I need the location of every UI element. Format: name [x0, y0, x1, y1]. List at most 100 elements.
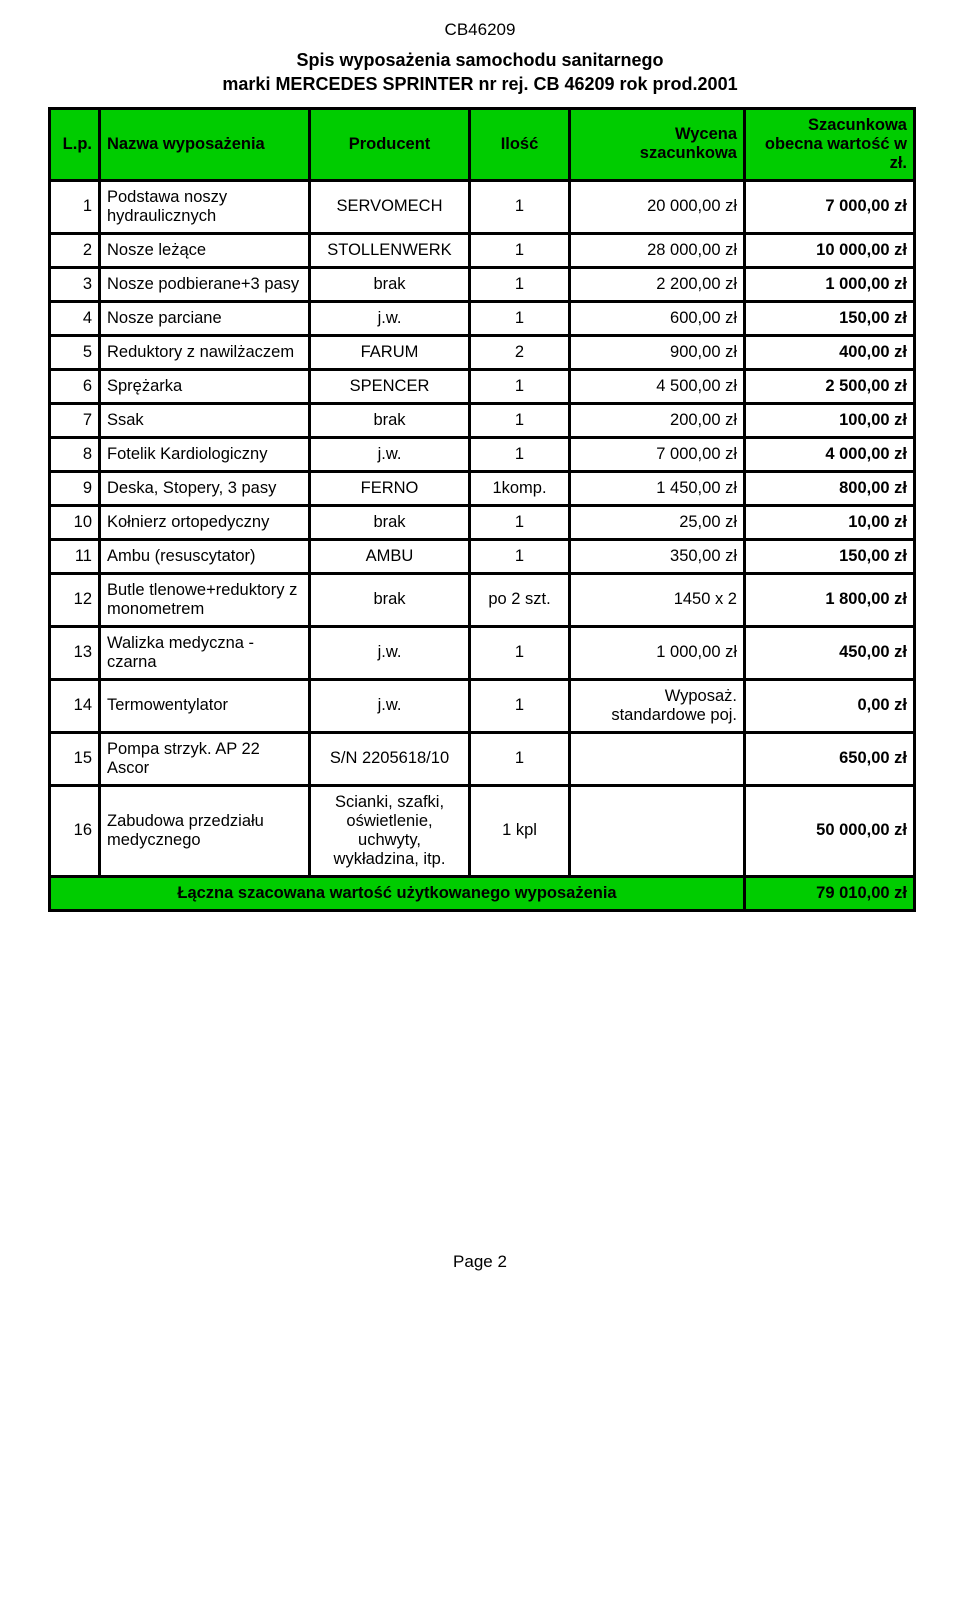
cell-valuation: 900,00 zł	[570, 335, 745, 369]
page-footer: Page 2	[48, 1252, 912, 1272]
table-row: 15Pompa strzyk. AP 22 AscorS/N 2205618/1…	[50, 732, 915, 785]
cell-lp: 5	[50, 335, 100, 369]
cell-valuation: 200,00 zł	[570, 403, 745, 437]
cell-lp: 3	[50, 267, 100, 301]
table-row: 6SprężarkaSPENCER14 500,00 zł2 500,00 zł	[50, 369, 915, 403]
cell-producer: j.w.	[310, 679, 470, 732]
cell-qty: 1	[470, 539, 570, 573]
cell-valuation: 600,00 zł	[570, 301, 745, 335]
table-row: 1Podstawa noszy hydraulicznychSERVOMECH1…	[50, 180, 915, 233]
cell-qty: 1	[470, 403, 570, 437]
table-row: 2Nosze leżąceSTOLLENWERK128 000,00 zł10 …	[50, 233, 915, 267]
cell-lp: 8	[50, 437, 100, 471]
cell-producer: SERVOMECH	[310, 180, 470, 233]
cell-name: Fotelik Kardiologiczny	[100, 437, 310, 471]
cell-valuation: 1450 x 2	[570, 573, 745, 626]
table-row: 11Ambu (resuscytator)AMBU1350,00 zł150,0…	[50, 539, 915, 573]
cell-estimate: 100,00 zł	[745, 403, 915, 437]
cell-estimate: 4 000,00 zł	[745, 437, 915, 471]
cell-name: Nosze parciane	[100, 301, 310, 335]
table-row: 12Butle tlenowe+reduktory z monometrembr…	[50, 573, 915, 626]
cell-name: Ssak	[100, 403, 310, 437]
page-title: Spis wyposażenia samochodu sanitarnego m…	[48, 48, 912, 97]
cell-lp: 7	[50, 403, 100, 437]
table-body: 1Podstawa noszy hydraulicznychSERVOMECH1…	[50, 180, 915, 876]
cell-qty: 1	[470, 679, 570, 732]
cell-producer: Scianki, szafki, oświetlenie, uchwyty, w…	[310, 785, 470, 876]
cell-name: Walizka medyczna -czarna	[100, 626, 310, 679]
cell-qty: 2	[470, 335, 570, 369]
cell-qty: 1	[470, 732, 570, 785]
cell-producer: S/N 2205618/10	[310, 732, 470, 785]
table-row: 8Fotelik Kardiologicznyj.w.17 000,00 zł4…	[50, 437, 915, 471]
cell-qty: 1	[470, 233, 570, 267]
cell-valuation: 1 450,00 zł	[570, 471, 745, 505]
cell-estimate: 50 000,00 zł	[745, 785, 915, 876]
cell-lp: 14	[50, 679, 100, 732]
cell-estimate: 150,00 zł	[745, 301, 915, 335]
cell-estimate: 150,00 zł	[745, 539, 915, 573]
cell-qty: 1	[470, 505, 570, 539]
cell-producer: STOLLENWERK	[310, 233, 470, 267]
table-header-row: L.p. Nazwa wyposażenia Producent Ilość W…	[50, 108, 915, 180]
cell-estimate: 1 000,00 zł	[745, 267, 915, 301]
col-header-producer: Producent	[310, 108, 470, 180]
cell-lp: 15	[50, 732, 100, 785]
cell-producer: j.w.	[310, 626, 470, 679]
title-line-1: Spis wyposażenia samochodu sanitarnego	[296, 50, 663, 70]
cell-name: Sprężarka	[100, 369, 310, 403]
table-row: 9Deska, Stopery, 3 pasyFERNO1komp.1 450,…	[50, 471, 915, 505]
cell-qty: 1	[470, 437, 570, 471]
cell-lp: 10	[50, 505, 100, 539]
cell-lp: 1	[50, 180, 100, 233]
table-row: 7Ssakbrak1200,00 zł100,00 zł	[50, 403, 915, 437]
cell-valuation: 1 000,00 zł	[570, 626, 745, 679]
cell-qty: 1	[470, 301, 570, 335]
cell-valuation: 2 200,00 zł	[570, 267, 745, 301]
cell-valuation: 7 000,00 zł	[570, 437, 745, 471]
cell-valuation: 25,00 zł	[570, 505, 745, 539]
cell-estimate: 1 800,00 zł	[745, 573, 915, 626]
cell-qty: 1	[470, 180, 570, 233]
cell-estimate: 7 000,00 zł	[745, 180, 915, 233]
cell-name: Deska, Stopery, 3 pasy	[100, 471, 310, 505]
table-row: 4Nosze parcianej.w.1600,00 zł150,00 zł	[50, 301, 915, 335]
cell-valuation: 20 000,00 zł	[570, 180, 745, 233]
cell-lp: 6	[50, 369, 100, 403]
cell-producer: j.w.	[310, 301, 470, 335]
cell-valuation	[570, 785, 745, 876]
cell-qty: 1	[470, 267, 570, 301]
cell-lp: 12	[50, 573, 100, 626]
cell-name: Termowentylator	[100, 679, 310, 732]
table-row: 13Walizka medyczna -czarnaj.w.11 000,00 …	[50, 626, 915, 679]
col-header-name: Nazwa wyposażenia	[100, 108, 310, 180]
col-header-valuation: Wycena szacunkowa	[570, 108, 745, 180]
cell-lp: 2	[50, 233, 100, 267]
table-total-row: Łączna szacowana wartość użytkowanego wy…	[50, 876, 915, 910]
cell-lp: 16	[50, 785, 100, 876]
cell-producer: FERNO	[310, 471, 470, 505]
cell-valuation: 4 500,00 zł	[570, 369, 745, 403]
cell-producer: brak	[310, 573, 470, 626]
cell-qty: 1komp.	[470, 471, 570, 505]
cell-estimate: 650,00 zł	[745, 732, 915, 785]
cell-estimate: 450,00 zł	[745, 626, 915, 679]
cell-estimate: 10 000,00 zł	[745, 233, 915, 267]
cell-name: Zabudowa przedziału medycznego	[100, 785, 310, 876]
col-header-estimate: Szacunkowa obecna wartość w zł.	[745, 108, 915, 180]
cell-producer: brak	[310, 505, 470, 539]
cell-estimate: 2 500,00 zł	[745, 369, 915, 403]
total-value: 79 010,00 zł	[745, 876, 915, 910]
cell-name: Nosze podbierane+3 pasy	[100, 267, 310, 301]
cell-valuation	[570, 732, 745, 785]
cell-producer: brak	[310, 267, 470, 301]
cell-estimate: 400,00 zł	[745, 335, 915, 369]
cell-name: Pompa strzyk. AP 22 Ascor	[100, 732, 310, 785]
table-row: 14Termowentylatorj.w.1Wyposaż. standardo…	[50, 679, 915, 732]
total-label: Łączna szacowana wartość użytkowanego wy…	[50, 876, 745, 910]
cell-qty: 1	[470, 626, 570, 679]
table-row: 3Nosze podbierane+3 pasybrak12 200,00 zł…	[50, 267, 915, 301]
cell-producer: j.w.	[310, 437, 470, 471]
cell-lp: 13	[50, 626, 100, 679]
cell-producer: SPENCER	[310, 369, 470, 403]
